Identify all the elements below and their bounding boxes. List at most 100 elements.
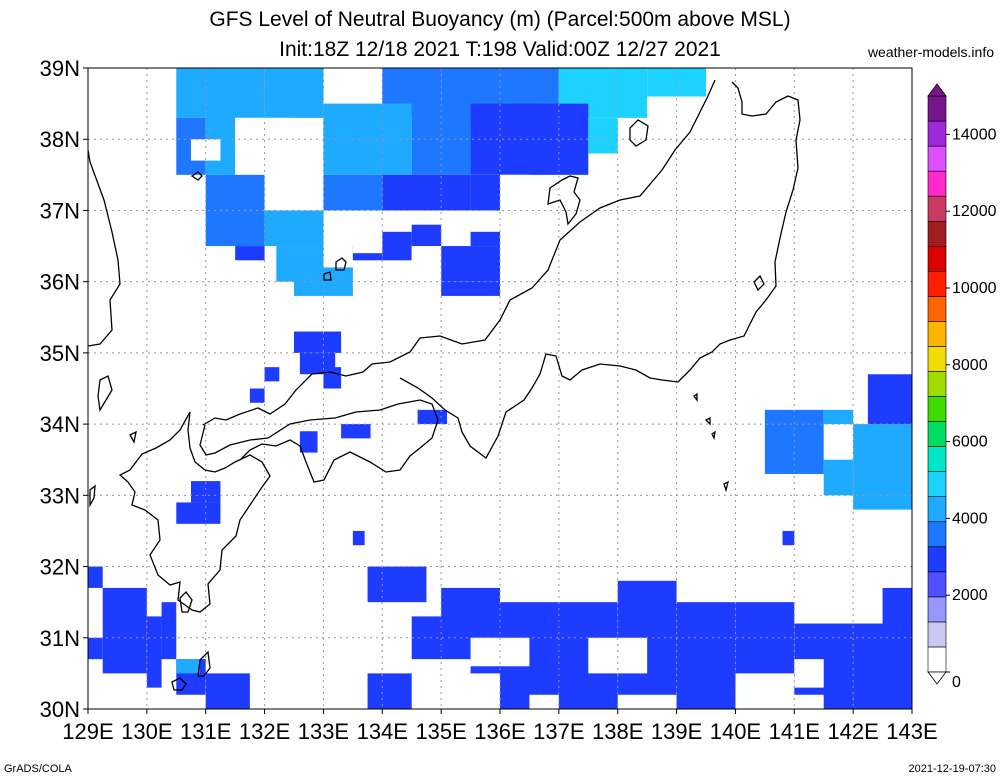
buoyancy-cell: [558, 673, 618, 709]
colorbar-segment: [927, 446, 947, 472]
x-tick-label: 140E: [710, 719, 761, 744]
field-gap: [411, 246, 442, 282]
buoyancy-cell: [367, 566, 427, 603]
buoyancy-cell: [323, 174, 383, 211]
field-gap: [264, 160, 324, 211]
y-tick-label: 30N: [40, 697, 80, 722]
buoyancy-cell: [794, 424, 824, 460]
field-gap: [823, 424, 854, 460]
buoyancy-cell: [299, 431, 318, 453]
axis-labels: 129E 130E 131E 132E 133E 134E 135E 136E 137E 138E…: [40, 56, 938, 744]
x-tick-label: 141E: [769, 719, 820, 744]
colorbar-segment: [927, 471, 947, 497]
lat-lon-grid: [88, 68, 912, 709]
buoyancy-cell: [191, 481, 221, 503]
buoyancy-cell: [676, 673, 736, 709]
buoyancy-cell: [853, 687, 912, 709]
buoyancy-cell: [367, 673, 412, 709]
colorbar-segment: [927, 145, 947, 172]
colorbar-label: 14000: [952, 126, 997, 143]
x-tick-label: 134E: [357, 719, 408, 744]
x-tick-label: 143E: [886, 719, 937, 744]
colorbar-segment: [927, 245, 947, 272]
buoyancy-cell: [352, 530, 365, 546]
field-gap: [352, 224, 383, 254]
colorbar-label: 10000: [952, 280, 997, 297]
buoyancy-cell: [323, 103, 412, 175]
buoyancy-cell: [264, 367, 280, 382]
buoyancy-cell: [249, 388, 265, 403]
colorbar-segment: [927, 521, 947, 548]
x-tick-label: 133E: [298, 719, 349, 744]
x-tick-label: 136E: [474, 719, 525, 744]
buoyancy-cell: [411, 224, 442, 247]
buoyancy-cell: [235, 246, 265, 261]
colorbar-segment: [927, 346, 947, 372]
y-tick-label: 31N: [40, 626, 80, 651]
colorbar-label: 8000: [952, 357, 988, 374]
buoyancy-cell: [441, 246, 500, 282]
buoyancy-cell: [88, 637, 103, 660]
y-tick-label: 33N: [40, 483, 80, 508]
colorbar-segment: [927, 546, 947, 573]
generated-timestamp: 2021-12-19-07:30: [908, 763, 996, 775]
x-tick-label: 132E: [239, 719, 290, 744]
colorbar-segment: [927, 271, 947, 297]
buoyancy-cell: [470, 103, 589, 175]
colorbar-segment: [927, 646, 947, 673]
colorbar-segment: [927, 195, 947, 222]
buoyancy-cell: [853, 424, 912, 510]
buoyancy-cell: [176, 502, 221, 524]
buoyancy-cell: [341, 424, 371, 439]
buoyancy-cell: [417, 409, 448, 425]
colorbar-label: 12000: [952, 203, 997, 220]
buoyancy-cell: [441, 281, 500, 296]
colorbar-segment: [927, 421, 947, 447]
x-tick-label: 130E: [121, 719, 172, 744]
map-frame: [87, 67, 913, 710]
colorbar-label: 2000: [952, 587, 988, 604]
colorbar-segment: [927, 396, 947, 422]
y-tick-label: 39N: [40, 56, 80, 81]
buoyancy-cell: [500, 673, 530, 709]
map-subtitle: Init:18Z 12/18 2021 T:198 Valid:00Z 12/2…: [279, 38, 721, 61]
y-tick-label: 34N: [40, 412, 80, 437]
x-tick-label: 138E: [592, 719, 643, 744]
buoyancy-cell: [205, 673, 250, 709]
colorbar-segment: [927, 170, 947, 197]
x-tick-label: 142E: [827, 719, 878, 744]
buoyancy-cell: [176, 659, 200, 674]
buoyancy-cell: [441, 587, 500, 638]
buoyancy-cell: [161, 602, 177, 660]
buoyancy-cell: [382, 231, 412, 261]
buoyancy-cell: [294, 331, 342, 353]
buoyancy-cell: [588, 117, 618, 154]
field-gap: [588, 637, 648, 674]
field-gap: [470, 637, 530, 667]
buoyancy-cell: [146, 616, 162, 688]
coastline-japan: [87, 79, 801, 691]
colorbar-segment: [927, 371, 947, 397]
colorbar-segment: [927, 321, 947, 347]
colorbar-segment: [927, 296, 947, 322]
colorbar-segment: [927, 596, 947, 623]
x-tick-label: 135E: [415, 719, 466, 744]
field-gap: [794, 659, 824, 688]
buoyancy-cell: [647, 68, 706, 97]
colorbar-segment: [927, 220, 947, 247]
colorbar-segment: [927, 571, 947, 598]
map-title: GFS Level of Neutral Buoyancy (m) (Parce…: [209, 8, 791, 31]
y-tick-label: 35N: [40, 341, 80, 366]
y-tick-label: 36N: [40, 270, 80, 295]
buoyancy-cell: [382, 174, 471, 211]
buoyancy-cell: [102, 587, 147, 674]
buoyancy-cell: [323, 367, 342, 389]
buoyancy-cell: [264, 68, 324, 118]
y-tick-label: 32N: [40, 555, 80, 580]
buoyancy-cell: [470, 231, 500, 247]
field-gap: [500, 174, 530, 190]
x-tick-label: 137E: [533, 719, 584, 744]
source-site-label[interactable]: weather-models.info: [867, 44, 994, 60]
y-tick-label: 38N: [40, 127, 80, 152]
